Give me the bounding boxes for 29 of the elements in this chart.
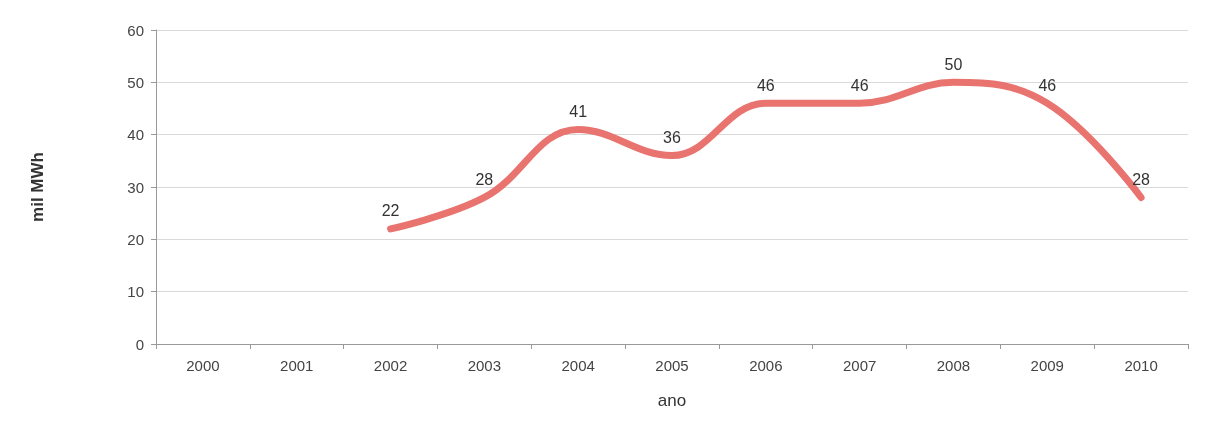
data-label: 50	[944, 55, 963, 73]
x-tick-label: 2005	[655, 357, 689, 374]
x-tick-label: 2004	[561, 357, 595, 374]
data-label: 46	[1038, 76, 1057, 94]
x-tick-label: 2000	[186, 357, 220, 374]
x-axis-title: ano	[657, 391, 687, 410]
x-tick-label: 2002	[373, 357, 408, 374]
data-label: 36	[663, 129, 681, 147]
data-label: 28	[475, 170, 494, 188]
x-tick-label: 2008	[936, 357, 971, 374]
x-tick-label: 2003	[467, 357, 502, 374]
y-tick-label: 20	[127, 230, 144, 248]
x-tick-label: 2006	[749, 357, 783, 374]
x-tick-label: 2010	[1124, 357, 1158, 374]
x-tick-label: 2001	[280, 357, 314, 374]
y-tick-label: 40	[127, 126, 144, 144]
data-label: 46	[850, 76, 869, 94]
y-tick-label: 30	[127, 178, 144, 196]
data-label: 28	[1132, 170, 1151, 188]
y-tick-label: 0	[135, 335, 144, 353]
data-label: 41	[569, 102, 588, 120]
data-label: 46	[756, 76, 775, 94]
y-tick-label: 10	[127, 283, 144, 301]
y-tick-label: 50	[127, 73, 144, 91]
x-tick-label: 2009	[1030, 357, 1064, 374]
y-axis-title: mil MWh	[28, 152, 47, 222]
x-tick-label: 2007	[842, 357, 877, 374]
y-tick-label: 60	[127, 21, 144, 39]
data-label: 22	[381, 202, 400, 220]
